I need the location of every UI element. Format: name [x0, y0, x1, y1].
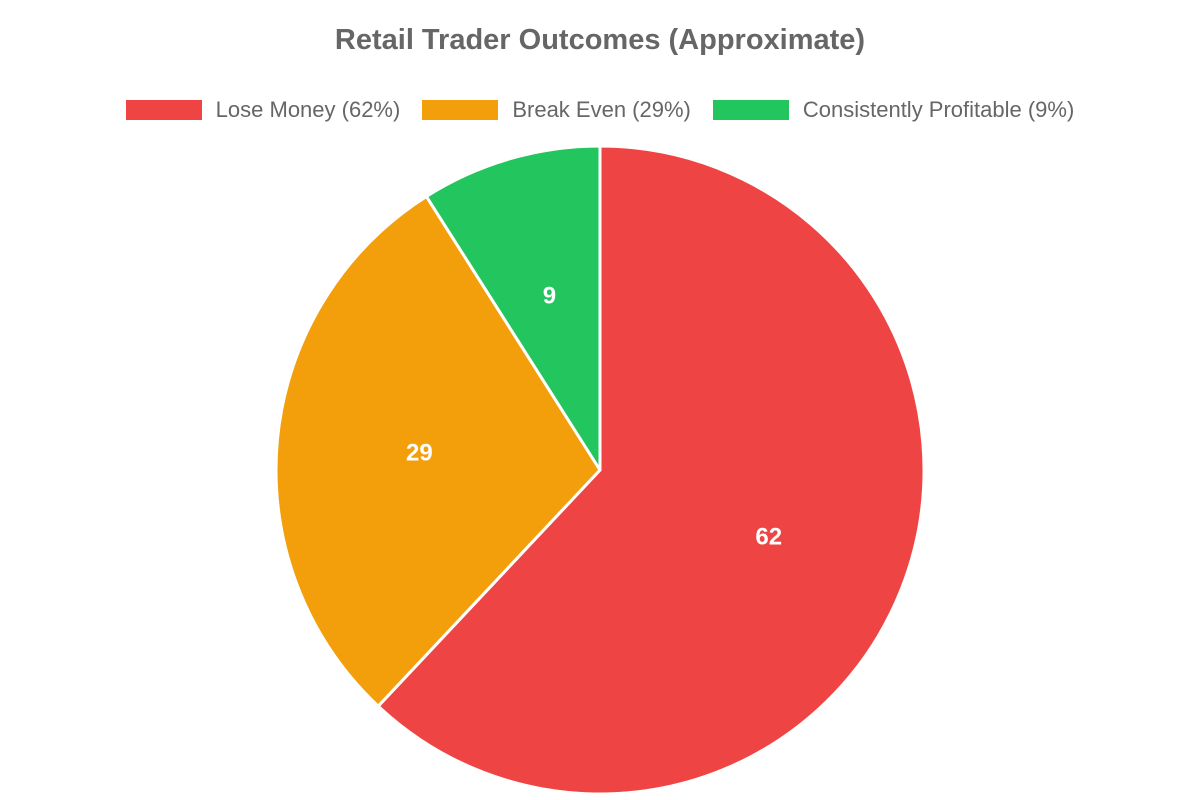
legend-item-consistently-profitable[interactable]: Consistently Profitable (9%): [712, 96, 1075, 124]
chart-title: Retail Trader Outcomes (Approximate): [334, 24, 866, 56]
pie-slice-lose-money[interactable]: [376, 144, 926, 796]
pie-slice-consistently-profitable[interactable]: [424, 144, 602, 472]
legend-swatch-break-even: [422, 100, 499, 120]
data-label-lose-money: 62: [755, 523, 782, 550]
legend-label-consistently-profitable: Consistently Profitable (9%): [802, 97, 1075, 122]
legend-label-lose-money: Lose Money (62%): [215, 97, 401, 122]
legend-item-lose-money[interactable]: Lose Money (62%): [125, 96, 401, 124]
data-label-consistently-profitable: 9: [543, 282, 556, 309]
legend-swatch-consistently-profitable: [712, 100, 789, 120]
legend-item-break-even[interactable]: Break Even (29%): [422, 96, 691, 124]
pie-slice-break-even[interactable]: [274, 194, 602, 708]
data-label-break-even: 29: [406, 439, 433, 466]
legend: Lose Money (62%) Break Even (29%) Consis…: [0, 96, 1200, 124]
legend-label-break-even: Break Even (29%): [512, 97, 691, 122]
legend-swatch-lose-money: [125, 100, 202, 120]
